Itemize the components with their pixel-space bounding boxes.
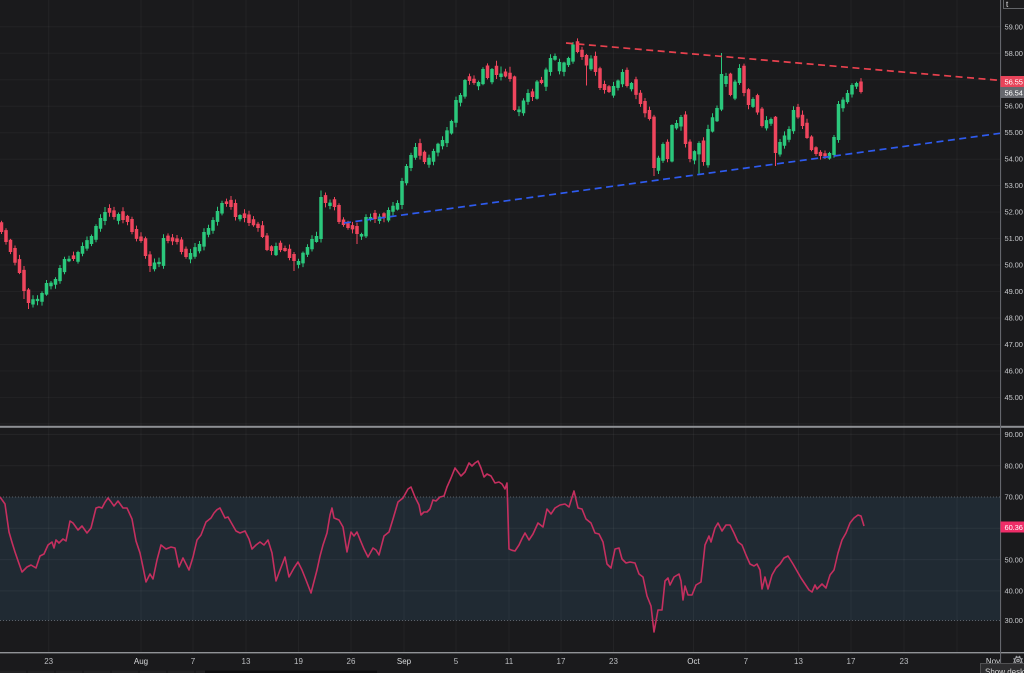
svg-text:30.00: 30.00 [1005,616,1023,625]
svg-text:Show deskt: Show deskt [985,668,1024,673]
svg-text:Nov: Nov [986,657,1000,666]
svg-text:11: 11 [505,657,514,666]
svg-text:40.00: 40.00 [1005,587,1023,596]
svg-text:13: 13 [242,657,251,666]
svg-text:t: t [1006,0,1009,9]
svg-text:54.00: 54.00 [1005,155,1023,164]
svg-text:56.55: 56.55 [1005,77,1023,86]
svg-text:7: 7 [744,657,749,666]
svg-text:80.00: 80.00 [1005,461,1023,470]
svg-text:48.00: 48.00 [1005,314,1023,323]
svg-text:60.36: 60.36 [1005,523,1023,532]
svg-text:17: 17 [557,657,566,666]
svg-text:50.00: 50.00 [1005,555,1023,564]
svg-text:70.00: 70.00 [1005,493,1023,502]
svg-text:52.00: 52.00 [1005,208,1023,217]
svg-text:17: 17 [847,657,856,666]
svg-text:23: 23 [900,657,909,666]
svg-text:90.00: 90.00 [1005,430,1023,439]
svg-text:23: 23 [609,657,618,666]
svg-text:45.00: 45.00 [1005,393,1023,402]
svg-text:51.00: 51.00 [1005,234,1023,243]
svg-text:26: 26 [347,657,356,666]
svg-text:13: 13 [794,657,803,666]
svg-text:56.00: 56.00 [1005,102,1023,111]
svg-text:7: 7 [191,657,196,666]
svg-text:46.00: 46.00 [1005,366,1023,375]
svg-text:Sep: Sep [397,657,412,666]
svg-text:Oct: Oct [687,657,700,666]
svg-text:23: 23 [44,657,53,666]
svg-text:5: 5 [454,657,459,666]
svg-text:Aug: Aug [134,657,148,666]
svg-text:56.54: 56.54 [1005,88,1023,97]
svg-text:59.00: 59.00 [1005,22,1023,31]
svg-text:19: 19 [294,657,303,666]
svg-text:55.00: 55.00 [1005,128,1023,137]
svg-text:53.00: 53.00 [1005,181,1023,190]
svg-text:50.00: 50.00 [1005,261,1023,270]
svg-text:58.00: 58.00 [1005,49,1023,58]
svg-text:47.00: 47.00 [1005,340,1023,349]
svg-text:49.00: 49.00 [1005,287,1023,296]
